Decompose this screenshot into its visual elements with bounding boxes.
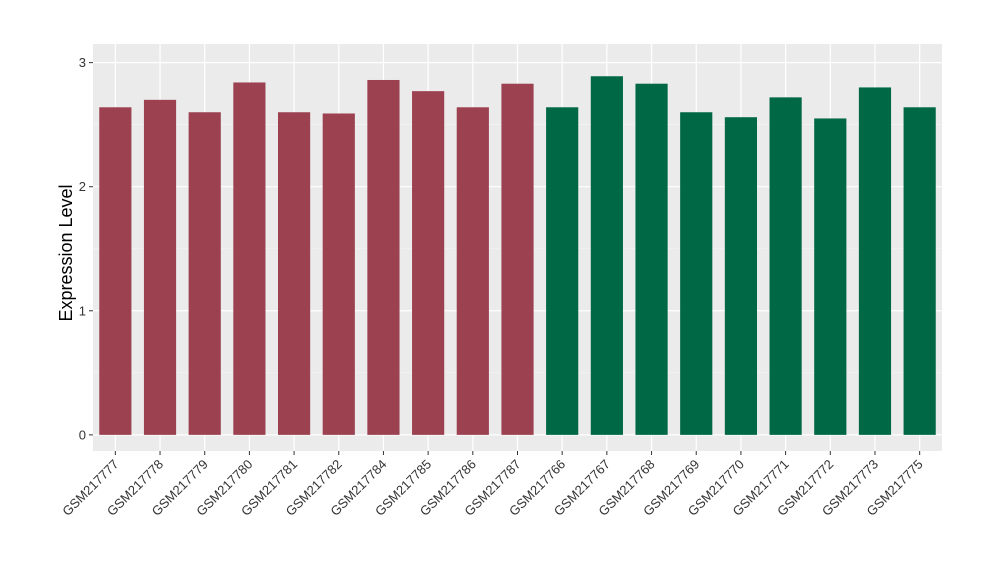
bar-GSM217777 xyxy=(99,107,132,435)
y-axis-label: Expression Level xyxy=(56,184,76,321)
y-tick-label: 0 xyxy=(79,427,86,442)
bar-GSM217781 xyxy=(277,112,311,435)
bar-GSM217780 xyxy=(233,82,266,435)
bar-GSM217779 xyxy=(188,112,221,435)
bar-GSM217785 xyxy=(412,91,445,435)
bar-GSM217778 xyxy=(143,99,177,435)
y-tick-label: 2 xyxy=(79,179,86,194)
bar-GSM217782 xyxy=(322,113,355,435)
x-axis: GSM217777GSM217778GSM217779GSM217780GSM2… xyxy=(59,451,926,519)
bar-GSM217772 xyxy=(814,118,847,435)
bar-GSM217784 xyxy=(367,79,400,435)
bar-GSM217775 xyxy=(903,107,936,435)
bar-GSM217770 xyxy=(724,117,758,435)
bars xyxy=(99,76,936,435)
y-axis: 0 1 2 3 xyxy=(79,55,93,442)
bar-GSM217768 xyxy=(635,83,668,435)
y-tick-label: 3 xyxy=(79,55,86,70)
y-tick-label: 1 xyxy=(79,303,86,318)
bar-GSM217786 xyxy=(456,107,489,435)
bar-GSM217771 xyxy=(769,97,802,435)
bar-GSM217773 xyxy=(858,87,892,435)
bar-GSM217787 xyxy=(501,83,534,435)
bar-GSM217766 xyxy=(546,107,579,435)
bar-GSM217769 xyxy=(680,112,713,435)
bar-GSM217767 xyxy=(590,76,623,435)
